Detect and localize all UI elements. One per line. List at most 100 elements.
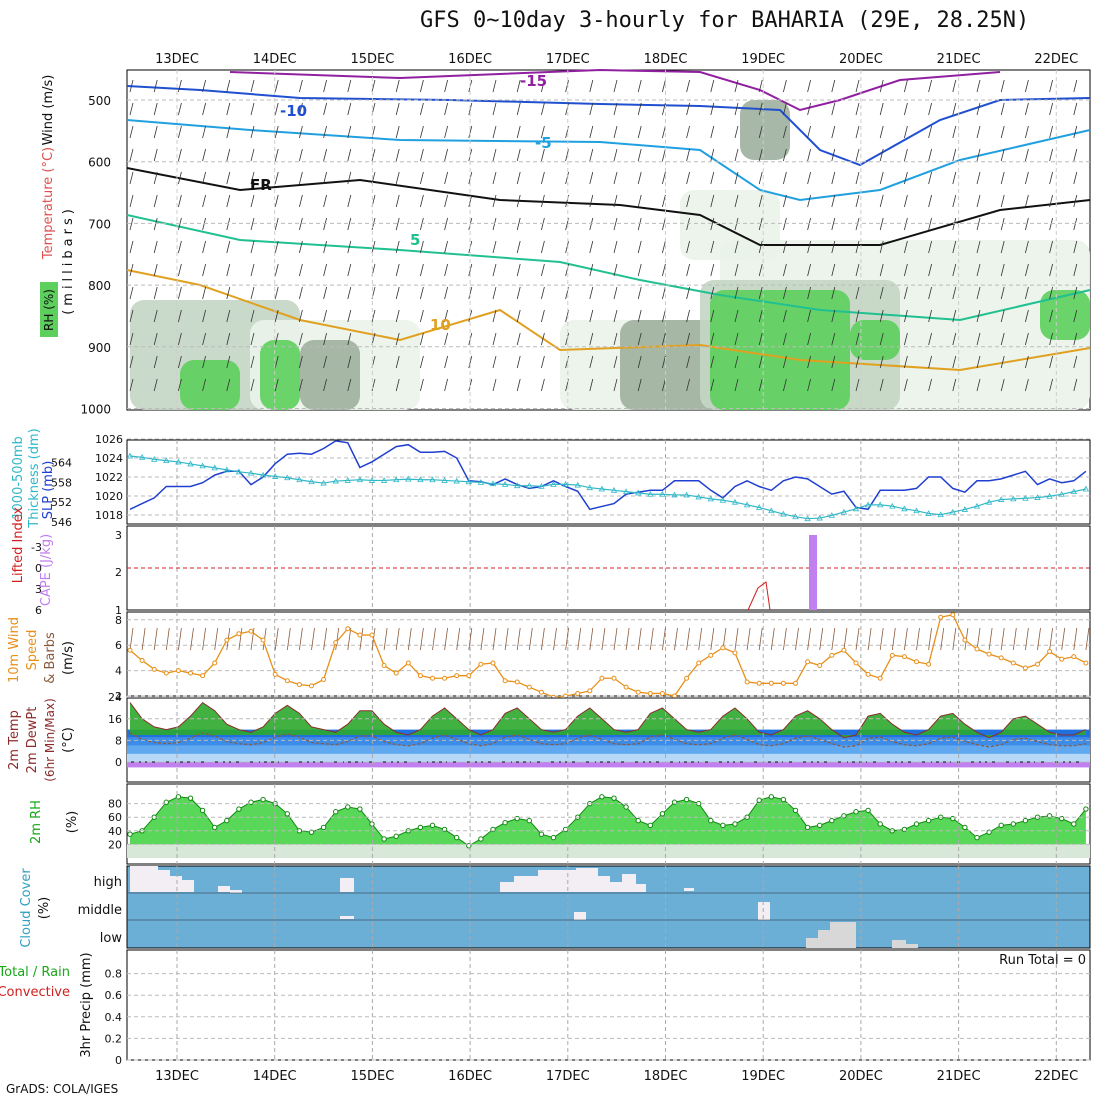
thickness-point (223, 466, 230, 473)
wind-speed-point (817, 663, 823, 669)
wind-barb (589, 332, 594, 346)
wind-barb (952, 378, 957, 392)
cloud-cell (622, 874, 636, 892)
surface-wind-barb (1025, 627, 1029, 651)
thickness-point (489, 480, 497, 487)
wind-barb (202, 125, 206, 139)
thickness-point (574, 481, 581, 488)
thickness-point (211, 464, 218, 471)
pressure-tick-label: 1000 (80, 403, 111, 417)
wind-barb (1049, 378, 1053, 392)
precip-tick-label: 0 (115, 1054, 122, 1067)
wind-barb (492, 240, 497, 254)
cape-tick-label: 3 (115, 529, 122, 542)
rh-point (998, 822, 1004, 829)
wind-barb (1073, 194, 1078, 208)
thickness-point (308, 478, 315, 485)
pressure-grid (127, 438, 1090, 524)
wind-barb (1000, 102, 1005, 116)
wind-barb (686, 263, 690, 277)
lifted-index-line (747, 581, 771, 611)
wind-barb (904, 263, 908, 277)
wind-barb (202, 102, 206, 116)
thickness-tick-label: 564 (51, 457, 72, 470)
wind-barb (1000, 171, 1005, 185)
wind-barb (783, 240, 787, 254)
wind-barb (928, 378, 932, 392)
wind-barb (323, 148, 327, 162)
wind-speed-point (284, 678, 290, 684)
rh-tick-label: 40 (108, 825, 122, 838)
wind-speed-point (986, 651, 992, 657)
cloud-cell (170, 876, 182, 892)
wind-barb (129, 309, 134, 323)
temperature-band (127, 762, 1090, 768)
wind-barb (710, 240, 715, 254)
wind-barb (637, 263, 642, 277)
wind-barb (952, 332, 957, 346)
wind-barb (129, 286, 134, 300)
wind-barb (879, 240, 884, 254)
precip-tick-label: 0.4 (105, 1011, 123, 1024)
wind-barb (1049, 240, 1053, 254)
wind-barb (831, 240, 836, 254)
wind-barb (395, 125, 400, 139)
thickness-point (405, 475, 412, 482)
rh-point (732, 821, 738, 827)
wind-speed-point (139, 657, 145, 663)
thickness-point (151, 455, 158, 462)
wind-barb (492, 263, 497, 277)
precip-tick-label: 0.8 (105, 968, 123, 981)
wind-barb (492, 217, 497, 231)
date-axis-bottom: 13DEC 14DEC 15DEC 16DEC 17DEC 18DEC 19DEC 20DEC… (155, 1069, 1078, 1084)
wind-barb (299, 263, 303, 277)
cloud-cell (892, 940, 906, 948)
wind-barb (1073, 171, 1078, 185)
surface-wind-barb (1037, 627, 1041, 651)
wind-barb (274, 102, 279, 116)
wind-speed-point (309, 683, 314, 689)
wind-barb (371, 148, 376, 162)
cloud-layer-middle: middle (78, 903, 122, 918)
wind-barb (662, 286, 666, 300)
wind-barb (516, 171, 521, 185)
wind-barb (686, 240, 690, 254)
wind-barb (879, 286, 884, 300)
rh-point (683, 796, 690, 803)
wind-barb (879, 332, 884, 346)
wind-barb (444, 355, 448, 369)
thickness-point (453, 477, 460, 484)
thickness-point (840, 508, 848, 515)
date-label-bottom: 17DEC (546, 1069, 590, 1084)
cloud-layer-low: low (100, 931, 123, 946)
rh-point (720, 822, 726, 829)
wind-barb (299, 378, 303, 392)
wind-barb (153, 217, 158, 231)
wind-speed-point (417, 673, 423, 679)
wind-barb (928, 240, 932, 254)
cloud-cell (158, 870, 170, 892)
wind-speed-point (732, 650, 738, 656)
rh-point (381, 836, 387, 842)
rh-point (1071, 821, 1077, 827)
date-label-bottom: 18DEC (644, 1069, 688, 1084)
rh-point (865, 807, 871, 814)
li-tick-label: 3 (35, 583, 42, 596)
wind-barb (420, 355, 424, 369)
wind-barb (855, 171, 860, 185)
surface-wind-barb (855, 627, 860, 651)
wind-barb (492, 332, 497, 346)
wind-barb (1073, 240, 1078, 254)
wind-barb (928, 125, 932, 139)
pressure-axis: 500 600 700 800 900 1000 (80, 94, 111, 417)
cloud-cell (500, 882, 514, 892)
wind-barb (444, 102, 448, 116)
isotherm-line (126, 269, 1091, 372)
thickness-point (1010, 495, 1017, 502)
wind-barb (807, 240, 811, 254)
wind-barb (202, 79, 206, 93)
wind-barb (831, 125, 836, 139)
wind-barb (226, 125, 231, 139)
surface-wind-barb (904, 627, 908, 651)
rh-ylabel-1: 2m RH (29, 800, 44, 844)
